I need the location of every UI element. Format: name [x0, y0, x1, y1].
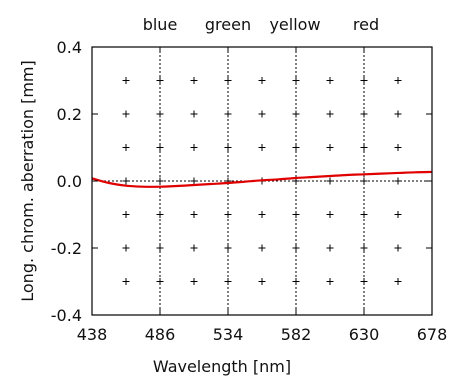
grid-plus-marker — [326, 278, 334, 285]
x-tick-label: 630 — [349, 325, 380, 344]
grid-plus-marker — [258, 144, 266, 151]
grid-plus-marker — [394, 77, 402, 84]
grid-plus-marker — [394, 244, 402, 252]
grid-plus-marker — [258, 77, 266, 84]
band-label-blue: blue — [143, 15, 178, 34]
band-label-yellow: yellow — [269, 15, 320, 34]
y-tick-label: 0.0 — [57, 172, 82, 191]
grid-plus-marker — [326, 77, 334, 84]
grid-plus-marker — [122, 211, 130, 218]
y-tick-labels: -0.4 -0.2 0.0 0.2 0.4 — [51, 38, 82, 325]
grid-plus-marker — [394, 211, 402, 218]
grid-plus-marker — [190, 244, 198, 252]
grid-plus-marker — [326, 244, 334, 252]
x-tick-label: 486 — [145, 325, 176, 344]
x-tick-label: 534 — [213, 325, 244, 344]
y-axis-label: Long. chrom. aberration [mm] — [18, 60, 37, 301]
grid-plus-marker — [122, 144, 130, 151]
grid-plus-marker — [394, 110, 402, 118]
grid-plus-marker — [122, 244, 130, 252]
band-labels: blue green yellow red — [143, 15, 379, 34]
grid-plus-marker — [190, 77, 198, 84]
grid-plus-marker — [394, 278, 402, 285]
grid-plus-marker — [190, 278, 198, 285]
grid-plus-marker — [258, 244, 266, 252]
y-tick-label: 0.2 — [57, 105, 82, 124]
grid-plus-marker — [326, 110, 334, 118]
grid-plus-marker — [122, 278, 130, 285]
grid-plus-marker — [258, 278, 266, 285]
band-label-green: green — [205, 15, 251, 34]
y-tick-label: -0.2 — [51, 239, 82, 258]
grid-plus-marker — [326, 211, 334, 218]
series-layer — [91, 170, 433, 188]
grid-plus-marker — [394, 144, 402, 151]
y-tick-label: 0.4 — [57, 38, 82, 57]
x-tick-label: 438 — [77, 325, 108, 344]
grid-plus-marker — [326, 144, 334, 151]
series-line-0 — [91, 170, 433, 188]
band-label-red: red — [353, 15, 379, 34]
x-tick-label: 678 — [417, 325, 448, 344]
x-tick-label: 582 — [281, 325, 312, 344]
tick-marks-layer — [91, 46, 433, 316]
grid-plus-marker — [258, 110, 266, 118]
grid-plus-marker — [190, 211, 198, 218]
grid-plus-marker — [122, 110, 130, 118]
grid-plus-marker — [122, 77, 130, 84]
grid-plus-marker — [190, 144, 198, 151]
x-tick-labels: 438 486 534 582 630 678 — [77, 325, 448, 344]
grid-plus-marker — [190, 110, 198, 118]
y-tick-label: -0.4 — [51, 306, 82, 325]
x-axis-label: Wavelength [nm] — [153, 357, 291, 376]
grid-plus-marker — [258, 211, 266, 218]
